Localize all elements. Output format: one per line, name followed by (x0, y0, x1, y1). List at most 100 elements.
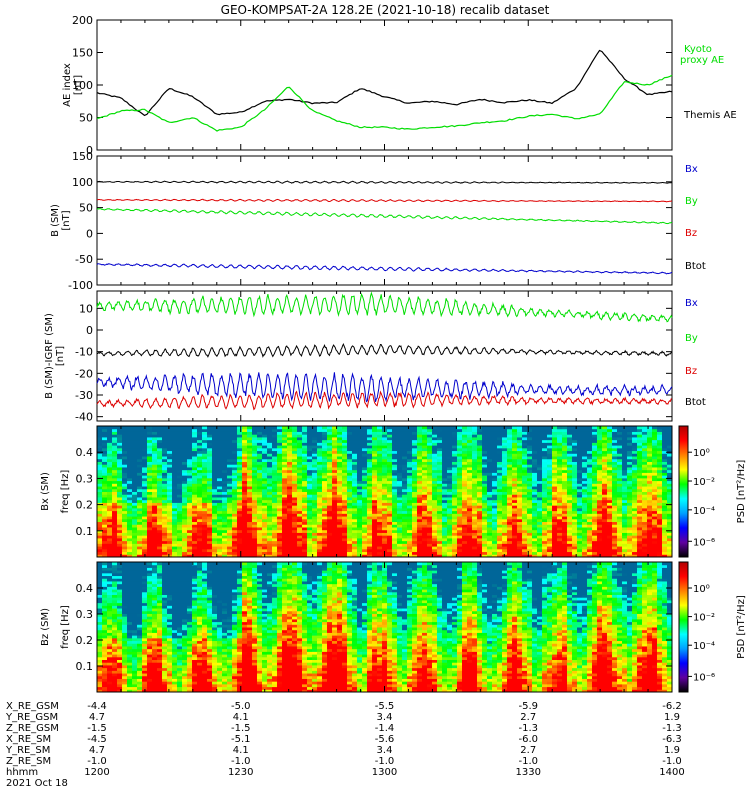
spectrogram-cell (497, 521, 503, 525)
spectrogram-cell (487, 431, 493, 435)
spectrogram-cell (142, 486, 148, 490)
spectrogram-cell (122, 477, 128, 482)
spectrogram-cell (212, 450, 218, 454)
spectrogram-cell (167, 540, 173, 544)
spectrogram-cell (377, 477, 383, 482)
spectrogram-cell (342, 526, 348, 531)
spectrogram-cell (412, 483, 418, 487)
spectrogram-cell (397, 486, 403, 490)
spectrogram-cell (142, 464, 148, 468)
spectrogram-cell (507, 450, 513, 454)
spectrogram-cell (487, 458, 493, 462)
spectrogram-cell (317, 456, 323, 460)
spectrogram-cell (557, 548, 563, 553)
spectrogram-cell (267, 524, 273, 528)
spectrogram-cell (132, 548, 138, 553)
spectrogram-cell (452, 434, 458, 438)
spectrogram-cell (117, 450, 123, 454)
spectrogram-cell (362, 491, 368, 495)
spectrogram-cell (407, 486, 413, 490)
spectrogram-cell (432, 540, 438, 544)
spectrogram-cell (442, 537, 448, 542)
spectrogram-cell (157, 540, 163, 544)
spectrogram-cell (447, 426, 453, 430)
spectrogram-cell (312, 472, 318, 476)
spectrogram-cell (462, 494, 468, 498)
spectrogram-cell (362, 477, 368, 482)
spectrogram-cell (232, 477, 238, 482)
spectrogram-cell (317, 439, 323, 443)
spectrogram-cell (457, 521, 463, 525)
spectrogram-cell (292, 475, 298, 479)
spectrogram-cell (147, 502, 153, 506)
spectrogram-cell (402, 483, 408, 487)
spectrogram-cell (302, 439, 308, 443)
spectrogram-cell (252, 477, 258, 482)
spectrogram-cell (352, 535, 358, 539)
spectrogram-cell (332, 464, 338, 468)
spectrogram-cell (202, 510, 208, 514)
spectrogram-cell (192, 475, 198, 479)
spectrogram-cell (327, 551, 333, 555)
spectrogram-cell (452, 464, 458, 468)
spectrogram-cell (442, 521, 448, 525)
spectrogram-cell (147, 535, 153, 539)
spectrogram-cell (342, 548, 348, 553)
spectrogram-cell (327, 439, 333, 443)
spectrogram-cell (387, 461, 393, 465)
spectrogram-cell (252, 554, 258, 558)
spectrogram-cell (267, 554, 273, 558)
spectrogram-cell (212, 466, 218, 471)
spectrogram-cell (332, 521, 338, 525)
spectrogram-cell (167, 554, 173, 558)
spectrogram-cell (317, 546, 323, 550)
spectrogram-cell (292, 491, 298, 495)
spectrogram-cell (127, 486, 133, 490)
spectrogram-cell (452, 456, 458, 460)
spectrogram-cell (267, 461, 273, 465)
spectrogram-cell (147, 426, 153, 430)
spectrogram-cell (167, 456, 173, 460)
spectrogram-cell (172, 496, 178, 501)
spectrogram-cell (222, 456, 228, 460)
spectrogram-cell (192, 436, 198, 441)
spectrogram-cell (277, 518, 283, 523)
spectrogram-cell (142, 540, 148, 544)
spectrogram-cell (422, 450, 428, 454)
spectrogram-cell (137, 521, 143, 525)
spectrogram-cell (272, 483, 278, 487)
spectrogram-cell (297, 464, 303, 468)
spectrogram-cell (297, 472, 303, 476)
spectrogram-cell (177, 535, 183, 539)
spectrogram-cell (407, 546, 413, 550)
spectrogram-cell (177, 537, 183, 542)
spectrogram-cell (357, 458, 363, 462)
spectrogram-cell (292, 428, 298, 432)
spectrogram-cell (552, 494, 558, 498)
spectrogram-cell (512, 426, 518, 430)
spectrogram-cell (512, 532, 518, 536)
spectrogram-cell (217, 475, 223, 479)
spectrogram-cell (237, 499, 243, 503)
spectrogram-cell (362, 529, 368, 533)
spectrogram-cell (257, 475, 263, 479)
spectrogram-cell (412, 456, 418, 460)
spectrogram-cell (522, 431, 528, 435)
spectrogram-cell (217, 453, 223, 457)
spectrogram-cell (342, 496, 348, 501)
spectrogram-cell (567, 456, 573, 460)
spectrogram-cell (492, 526, 498, 531)
spectrogram-cell (182, 521, 188, 525)
spectrogram-cell (222, 499, 228, 503)
spectrogram-cell (272, 540, 278, 544)
spectrogram-cell (517, 486, 523, 490)
spectrogram-cell (217, 543, 223, 547)
spectrogram-cell (452, 442, 458, 446)
spectrogram-cell (272, 516, 278, 520)
spectrogram-cell (232, 442, 238, 446)
spectrogram-cell (537, 548, 543, 553)
spec_bx-panel: 0.10.20.30.4Bx (SM) freq [Hz]10⁰10⁻²10⁻⁴1… (40, 425, 747, 558)
spectrogram-cell (277, 543, 283, 547)
spectrogram-cell (192, 450, 198, 454)
spectrogram-cell (532, 551, 538, 555)
